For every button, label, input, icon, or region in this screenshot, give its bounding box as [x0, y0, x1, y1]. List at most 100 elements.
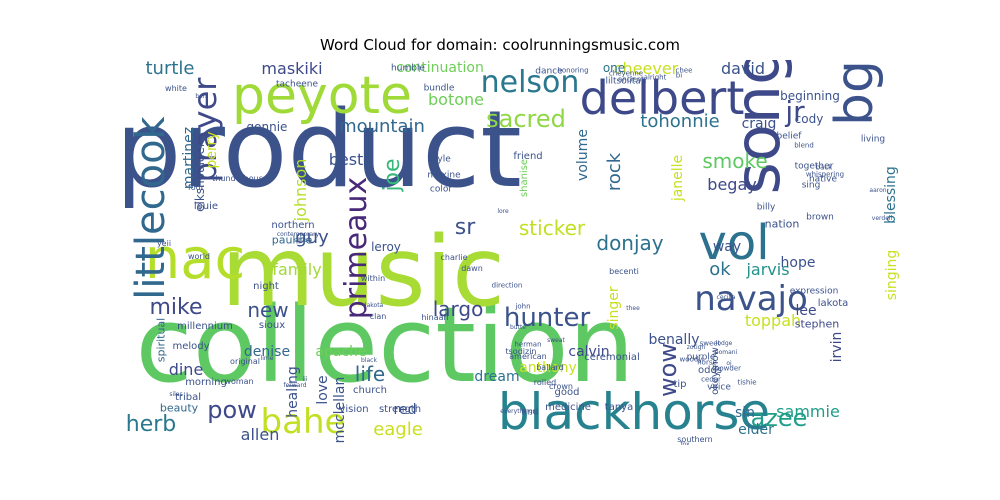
- cloud-word: donjay: [596, 231, 664, 255]
- cloud-word: hunter: [503, 303, 591, 333]
- cloud-word: sweat: [547, 337, 565, 344]
- cloud-word: expression: [789, 286, 839, 297]
- cloud-word: hinaah: [421, 313, 449, 322]
- cloud-word: mike: [149, 295, 203, 320]
- cloud-word: end: [521, 407, 539, 418]
- cloud-word: pomani: [714, 349, 738, 356]
- cloud-word: bahe: [260, 402, 346, 442]
- cloud-word: good: [554, 387, 580, 398]
- cloud-word: anthony: [519, 360, 577, 376]
- cloud-word: humble: [391, 63, 425, 74]
- cloud-word: family: [272, 260, 322, 279]
- cloud-word: blackhorse: [497, 383, 771, 441]
- cloud-word: ok: [709, 259, 731, 280]
- cloud-word: elkshoulder: [193, 142, 207, 212]
- cloud-word: original: [230, 357, 260, 366]
- cloud-word: honoring: [557, 66, 589, 75]
- cloud-word: azee: [750, 404, 808, 432]
- cloud-word: herman: [514, 340, 542, 349]
- cloud-word: love: [315, 375, 331, 405]
- cloud-word: herb: [125, 412, 177, 437]
- cloud-word: aaron: [869, 187, 887, 194]
- cloud-word: woman: [224, 377, 254, 386]
- cloud-word: millennium: [177, 321, 233, 332]
- cloud-word: tohonnie: [640, 111, 720, 132]
- cloud-word: maxine: [427, 170, 461, 181]
- cloud-word: guy: [295, 227, 329, 248]
- cloud-word: morning: [185, 377, 227, 388]
- cloud-word: ancient: [617, 75, 645, 84]
- cloud-word: contemporary: [276, 231, 320, 238]
- cloud-word: dakota: [362, 302, 384, 309]
- cloud-word: peyote: [232, 66, 412, 126]
- cloud-word: nac: [144, 227, 246, 292]
- cloud-word: ceremonial: [584, 352, 640, 363]
- cloud-word: littlecook: [128, 116, 174, 300]
- cloud-word: belief: [776, 131, 802, 142]
- cloud-word: native: [808, 174, 838, 185]
- cloud-word: bi: [675, 71, 683, 80]
- cloud-word: white: [165, 84, 187, 93]
- cloud-word: joe: [380, 158, 405, 192]
- cloud-word: odds: [697, 365, 723, 376]
- cloud-word: everythings: [500, 408, 536, 415]
- cloud-word: turtle: [145, 60, 195, 79]
- cloud-word: ben: [195, 93, 207, 100]
- cloud-word: color: [429, 184, 453, 195]
- cloud-word: louie: [193, 201, 219, 212]
- cloud-word: charlie: [440, 253, 468, 262]
- cloud-word: product: [125, 88, 522, 211]
- cloud-word: ballard: [536, 363, 564, 372]
- cloud-word: sin: [734, 405, 756, 421]
- cloud-word: begay: [707, 175, 757, 194]
- cloud-word: church: [353, 385, 387, 396]
- cloud-word: best: [328, 150, 364, 169]
- cloud-word: becenti: [609, 267, 639, 276]
- cloud-word: continuation: [396, 60, 484, 76]
- cloud-word: thunderhouse: [212, 174, 268, 183]
- cloud-word: thee: [626, 305, 640, 312]
- cloud-word: sammie: [776, 402, 840, 421]
- cloud-word: elder: [738, 422, 774, 438]
- cloud-word: clan: [369, 312, 387, 321]
- cloud-word: lakota: [817, 298, 849, 309]
- cloud-word: dine: [168, 360, 204, 379]
- cloud-word: cody: [794, 112, 824, 126]
- cloud-word: lime: [260, 355, 274, 362]
- cloud-word: stephen: [794, 317, 840, 331]
- cloud-word: way: [712, 239, 742, 255]
- cloud-word: one: [602, 61, 626, 75]
- cloud-word: denise: [243, 344, 291, 360]
- cloud-word: allen: [240, 425, 280, 444]
- cloud-word: brown: [806, 212, 834, 223]
- cloud-word: eagle: [373, 419, 423, 440]
- cloud-word: collection: [135, 284, 635, 406]
- cloud-word: tishie: [737, 378, 757, 387]
- cloud-word: silas: [169, 391, 183, 398]
- cloud-word: tanya: [604, 402, 634, 413]
- cloud-word: billy: [756, 202, 776, 213]
- cloud-word: direction: [491, 281, 523, 290]
- cloud-word: dance: [535, 66, 563, 77]
- cloud-word: whispering: [805, 170, 845, 179]
- cloud-word: david: [720, 60, 766, 78]
- cloud-word: fox: [680, 441, 690, 446]
- cloud-word: pow: [207, 396, 257, 424]
- cloud-word: shiloh: [294, 237, 312, 244]
- cloud-word: world: [187, 252, 211, 261]
- cloud-word: rolled: [533, 378, 557, 387]
- cloud-word: dream: [474, 369, 520, 385]
- cloud-word: craig: [741, 116, 777, 132]
- cloud-word: forward: [283, 382, 307, 389]
- cloud-word: american: [509, 352, 547, 361]
- cloud-word: calvin: [568, 344, 610, 360]
- cloud-word: sticker: [518, 216, 586, 240]
- cloud-word: tacheene: [275, 79, 319, 90]
- cloud-word: spiritual: [154, 317, 168, 363]
- cloud-word: alright: [643, 73, 667, 82]
- cloud-word: back: [815, 163, 833, 172]
- cloud-word: pauline: [271, 233, 313, 247]
- cloud-word: woody: [679, 355, 703, 364]
- cloud-word: crown: [548, 382, 574, 391]
- cloud-word: together: [794, 161, 834, 172]
